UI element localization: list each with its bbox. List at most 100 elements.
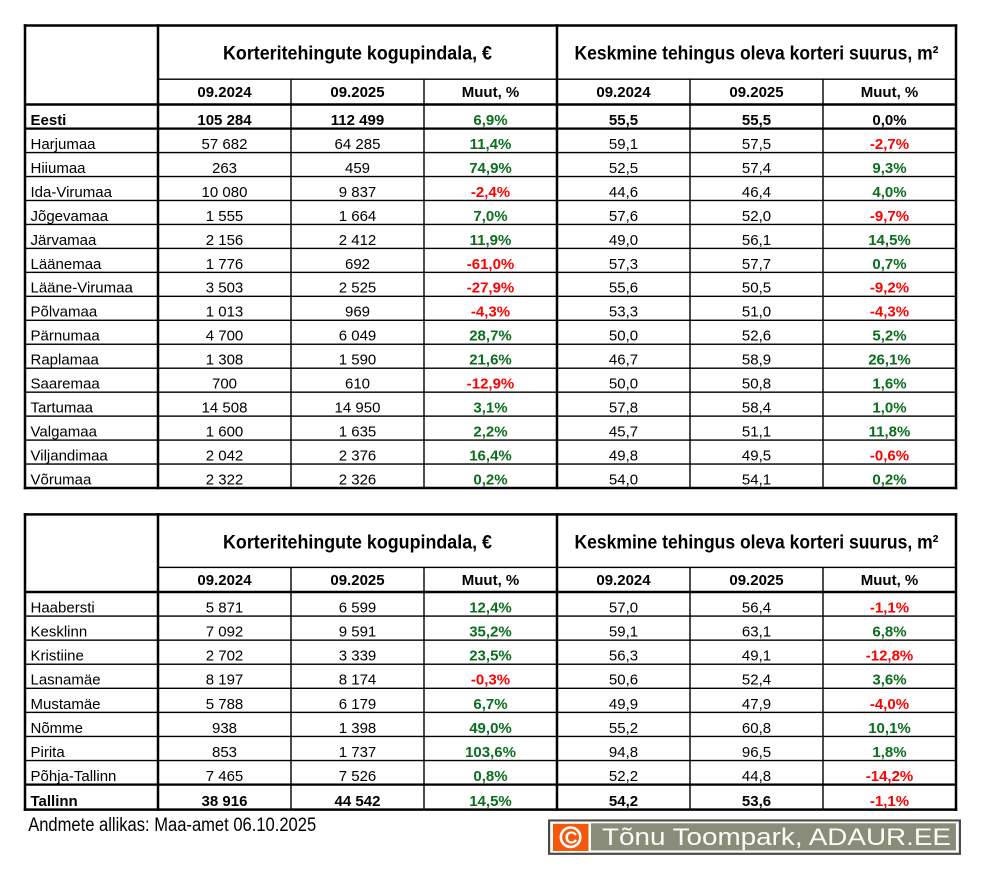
svg-text:50,0: 50,0 (609, 328, 638, 345)
svg-text:0,7%: 0,7% (872, 256, 906, 273)
svg-text:49,8: 49,8 (609, 447, 638, 464)
svg-text:6 599: 6 599 (339, 599, 377, 616)
svg-text:28,7%: 28,7% (469, 328, 512, 345)
svg-text:49,0: 49,0 (609, 232, 638, 249)
svg-text:44,8: 44,8 (742, 768, 771, 785)
svg-text:112 499: 112 499 (331, 112, 384, 129)
svg-text:44 542: 44 542 (335, 793, 381, 810)
svg-text:63,1: 63,1 (742, 624, 771, 641)
svg-text:Korteritehingute kogupindala,: Korteritehingute kogupindala, € (223, 531, 492, 553)
svg-text:44,6: 44,6 (609, 184, 638, 201)
svg-text:6,9%: 6,9% (473, 112, 507, 129)
svg-text:55,6: 55,6 (609, 280, 638, 297)
svg-text:52,4: 52,4 (742, 672, 771, 689)
svg-text:52,2: 52,2 (609, 768, 638, 785)
svg-text:Mustamäe: Mustamäe (31, 696, 101, 713)
svg-text:26,1%: 26,1% (868, 352, 911, 369)
svg-text:09.2024: 09.2024 (197, 572, 252, 589)
svg-text:54,2: 54,2 (609, 793, 638, 810)
svg-text:-2,4%: -2,4% (471, 184, 510, 201)
svg-text:10 080: 10 080 (202, 184, 248, 201)
svg-text:Raplamaa: Raplamaa (31, 352, 100, 369)
svg-text:59,1: 59,1 (609, 624, 638, 641)
svg-text:459: 459 (345, 160, 370, 177)
svg-text:3,1%: 3,1% (473, 400, 507, 417)
svg-text:6,7%: 6,7% (473, 696, 507, 713)
svg-text:23,5%: 23,5% (469, 648, 512, 665)
svg-text:57,8: 57,8 (609, 400, 638, 417)
svg-text:2 376: 2 376 (339, 447, 377, 464)
svg-text:60,8: 60,8 (742, 720, 771, 737)
svg-text:1 555: 1 555 (206, 208, 244, 225)
svg-text:5,2%: 5,2% (872, 328, 906, 345)
svg-text:46,4: 46,4 (742, 184, 771, 201)
svg-text:94,8: 94,8 (609, 744, 638, 761)
svg-text:9 837: 9 837 (339, 184, 377, 201)
svg-text:1 776: 1 776 (206, 256, 244, 273)
svg-text:38 916: 38 916 (202, 793, 248, 810)
svg-text:2 042: 2 042 (206, 447, 244, 464)
svg-text:11,4%: 11,4% (470, 136, 512, 153)
svg-text:96,5: 96,5 (742, 744, 771, 761)
svg-text:2 156: 2 156 (206, 232, 244, 249)
svg-text:Põlvamaa: Põlvamaa (31, 304, 98, 321)
svg-text:853: 853 (212, 744, 237, 761)
svg-text:55,5: 55,5 (742, 112, 771, 129)
svg-text:54,1: 54,1 (742, 471, 771, 488)
svg-text:Kesklinn: Kesklinn (31, 624, 88, 641)
svg-text:14 508: 14 508 (202, 400, 248, 417)
svg-text:57,5: 57,5 (742, 136, 771, 153)
svg-text:09.2024: 09.2024 (596, 84, 651, 101)
svg-text:-4,3%: -4,3% (471, 304, 510, 321)
svg-text:57,6: 57,6 (609, 208, 638, 225)
svg-text:-4,3%: -4,3% (870, 304, 909, 321)
svg-text:57,7: 57,7 (742, 256, 771, 273)
svg-text:7 092: 7 092 (206, 624, 244, 641)
svg-text:Tõnu Toompark, ADAUR.EE: Tõnu Toompark, ADAUR.EE (602, 824, 951, 851)
svg-text:49,5: 49,5 (742, 447, 771, 464)
svg-text:2 702: 2 702 (206, 648, 244, 665)
svg-text:50,5: 50,5 (742, 280, 771, 297)
svg-text:-12,8%: -12,8% (866, 648, 914, 665)
svg-text:938: 938 (212, 720, 237, 737)
svg-text:50,6: 50,6 (609, 672, 638, 689)
svg-text:45,7: 45,7 (609, 423, 638, 440)
svg-text:-9,7%: -9,7% (870, 208, 909, 225)
svg-text:21,6%: 21,6% (469, 352, 512, 369)
svg-text:54,0: 54,0 (609, 471, 638, 488)
svg-text:C: C (565, 827, 578, 847)
svg-text:59,1: 59,1 (609, 136, 638, 153)
svg-text:-0,3%: -0,3% (471, 672, 510, 689)
svg-text:Võrumaa: Võrumaa (31, 471, 93, 488)
svg-text:Muut, %: Muut, % (462, 572, 520, 589)
svg-text:6,8%: 6,8% (872, 624, 906, 641)
svg-text:Lääne-Virumaa: Lääne-Virumaa (31, 280, 134, 297)
svg-text:49,1: 49,1 (742, 648, 771, 665)
svg-text:-1,1%: -1,1% (870, 793, 909, 810)
svg-text:Keskmine tehingus oleva korter: Keskmine tehingus oleva korteri suurus, … (575, 43, 939, 65)
svg-text:7,0%: 7,0% (473, 208, 507, 225)
svg-text:2 525: 2 525 (339, 280, 377, 297)
svg-text:55,5: 55,5 (609, 112, 638, 129)
svg-text:Tallinn: Tallinn (31, 793, 78, 810)
svg-text:-2,7%: -2,7% (870, 136, 909, 153)
svg-text:263: 263 (212, 160, 237, 177)
svg-text:Saaremaa: Saaremaa (31, 376, 101, 393)
svg-text:1,0%: 1,0% (872, 400, 906, 417)
svg-text:3,6%: 3,6% (872, 672, 906, 689)
svg-text:Viljandimaa: Viljandimaa (31, 447, 109, 464)
svg-text:Eesti: Eesti (31, 112, 67, 129)
svg-text:Ida-Virumaa: Ida-Virumaa (31, 184, 113, 201)
svg-text:09.2024: 09.2024 (197, 84, 252, 101)
svg-text:0,8%: 0,8% (473, 768, 507, 785)
svg-text:52,0: 52,0 (742, 208, 771, 225)
svg-text:Muut, %: Muut, % (462, 84, 520, 101)
svg-text:Pärnumaa: Pärnumaa (31, 328, 101, 345)
svg-text:6 179: 6 179 (339, 696, 377, 713)
svg-text:3 339: 3 339 (339, 648, 377, 665)
svg-text:16,4%: 16,4% (469, 447, 512, 464)
svg-text:57 682: 57 682 (202, 136, 248, 153)
svg-text:09.2024: 09.2024 (596, 572, 651, 589)
svg-text:8 174: 8 174 (339, 672, 377, 689)
svg-text:2 326: 2 326 (339, 471, 377, 488)
